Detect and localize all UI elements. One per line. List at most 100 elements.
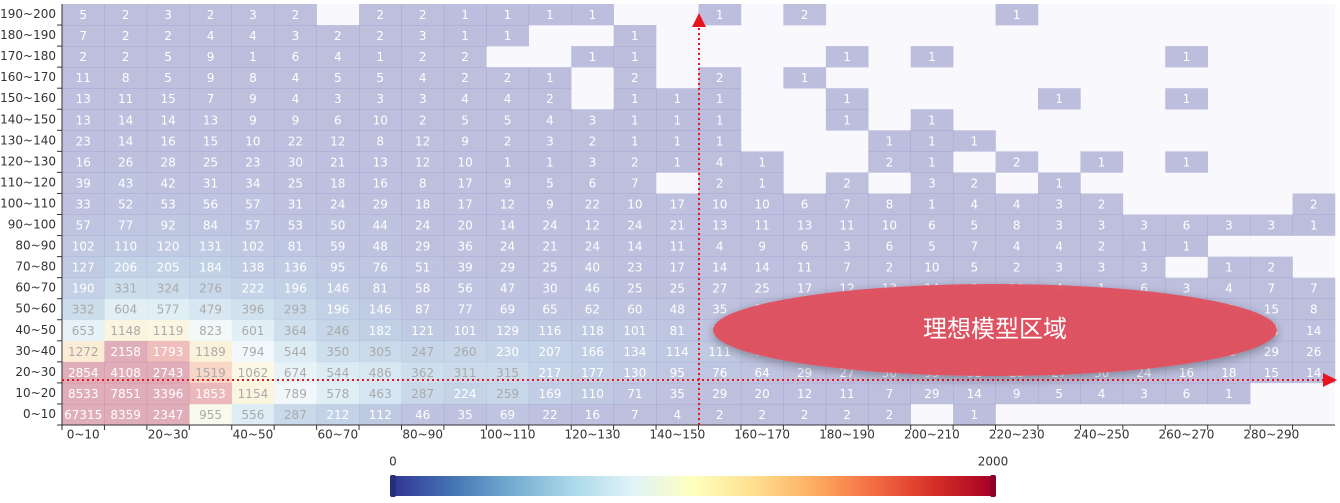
heat-cell: [62, 235, 105, 257]
cell-label: 1: [1098, 155, 1106, 169]
cell-label: 1: [673, 155, 681, 169]
heat-cell: [189, 4, 233, 26]
cell-label: 1: [631, 113, 639, 127]
cell-label: 16: [160, 134, 175, 148]
heat-cell: [359, 319, 402, 342]
cell-label: 58: [415, 282, 430, 296]
cell-label: 9: [546, 197, 554, 211]
heat-cell: [783, 235, 827, 257]
heat-cell: [401, 340, 445, 363]
cell-label: 67315: [64, 408, 102, 422]
cell-label: 14: [755, 261, 770, 275]
cell-label: 33: [76, 197, 91, 211]
cell-label: 60: [627, 303, 642, 317]
heat-cell: [783, 361, 827, 384]
heat-cell: [528, 88, 572, 110]
cell-label: 13: [712, 219, 727, 233]
cell-label: 4: [419, 71, 427, 85]
heat-cell: [825, 214, 869, 236]
cell-label: 1: [1310, 219, 1318, 233]
heat-cell: [104, 235, 148, 257]
heat-cell: [528, 4, 572, 26]
cell-label: 1272: [68, 345, 99, 359]
y-tick-label: 0~10: [23, 407, 56, 421]
cell-label: 22: [585, 197, 600, 211]
cell-label: 2: [122, 50, 130, 64]
cell-label: 1: [1055, 176, 1063, 190]
heat-cell: [571, 256, 614, 278]
cell-label: 1: [1225, 261, 1233, 275]
cell-label: 4: [1225, 282, 1233, 296]
heat-cell: [868, 235, 911, 257]
cell-label: 10: [373, 113, 388, 127]
heat-cell: [486, 235, 530, 257]
cell-label: 311: [454, 366, 477, 380]
heat-cell: [1165, 277, 1208, 299]
heat-cell: [359, 277, 402, 299]
cell-label: 69: [500, 408, 515, 422]
heat-cell: [783, 67, 827, 89]
cell-label: 1: [1140, 240, 1148, 254]
heat-cell: [274, 151, 317, 173]
heat-cell: [401, 151, 445, 173]
heat-cell: [401, 319, 445, 342]
heat-cell: [104, 130, 148, 152]
heat-cell: [910, 214, 954, 236]
cell-label: 222: [241, 282, 264, 296]
cell-label: 4: [461, 92, 469, 106]
heat-cell: [62, 214, 105, 236]
heat-cell: [783, 403, 827, 426]
heat-cell: [62, 256, 105, 278]
cell-label: 11: [76, 71, 91, 85]
cell-label: 27: [712, 282, 727, 296]
heat-cell: [825, 109, 869, 131]
cell-label: 5: [546, 176, 554, 190]
heat-cell: [698, 4, 742, 26]
cell-label: 42: [160, 176, 175, 190]
cell-label: 4: [673, 408, 681, 422]
heat-cell: [316, 88, 360, 110]
cell-label: 396: [241, 303, 264, 317]
heat-cell: [231, 151, 275, 173]
visual-map-handle[interactable]: [990, 475, 996, 497]
heat-cell: [698, 277, 742, 299]
heat-cell: [62, 25, 105, 47]
heat-cell: [401, 214, 445, 236]
heat-cell: [189, 67, 233, 89]
heat-cell: [740, 151, 784, 173]
cell-label: 24: [500, 240, 515, 254]
heat-cell: [274, 88, 317, 110]
heat-cell: [486, 4, 530, 26]
cell-label: 2: [504, 71, 512, 85]
heat-cell: [1292, 193, 1336, 215]
heat-cell: [146, 67, 190, 89]
cell-label: 1: [716, 113, 724, 127]
heat-cell: [995, 235, 1039, 257]
cell-label: 3: [1140, 219, 1148, 233]
heat-cell: [104, 319, 148, 342]
heat-cell: [401, 256, 445, 278]
cell-label: 1: [504, 8, 512, 22]
cell-label: 2: [1098, 197, 1106, 211]
visual-map-handle[interactable]: [390, 475, 396, 497]
cell-label: 293: [284, 303, 307, 317]
cell-label: 4: [1098, 387, 1106, 401]
heat-cell: [613, 403, 657, 426]
heat-cell: [910, 193, 954, 215]
heat-cell: [443, 25, 487, 47]
heat-cell: [1080, 256, 1124, 278]
cell-label: 3: [376, 92, 384, 106]
cell-label: 7: [970, 240, 978, 254]
cell-label: 14: [118, 134, 133, 148]
heat-cell: [740, 382, 784, 405]
cell-label: 2: [292, 8, 300, 22]
heat-cell: [1250, 340, 1293, 363]
heat-cell: [613, 172, 657, 194]
heat-cell: [1037, 193, 1081, 215]
cell-label: 1: [716, 8, 724, 22]
heat-cell: [528, 319, 572, 342]
cell-label: 794: [241, 345, 264, 359]
heat-cell: [231, 298, 275, 321]
visual-map-min: 0: [389, 455, 397, 469]
heat-cell: [189, 319, 233, 342]
